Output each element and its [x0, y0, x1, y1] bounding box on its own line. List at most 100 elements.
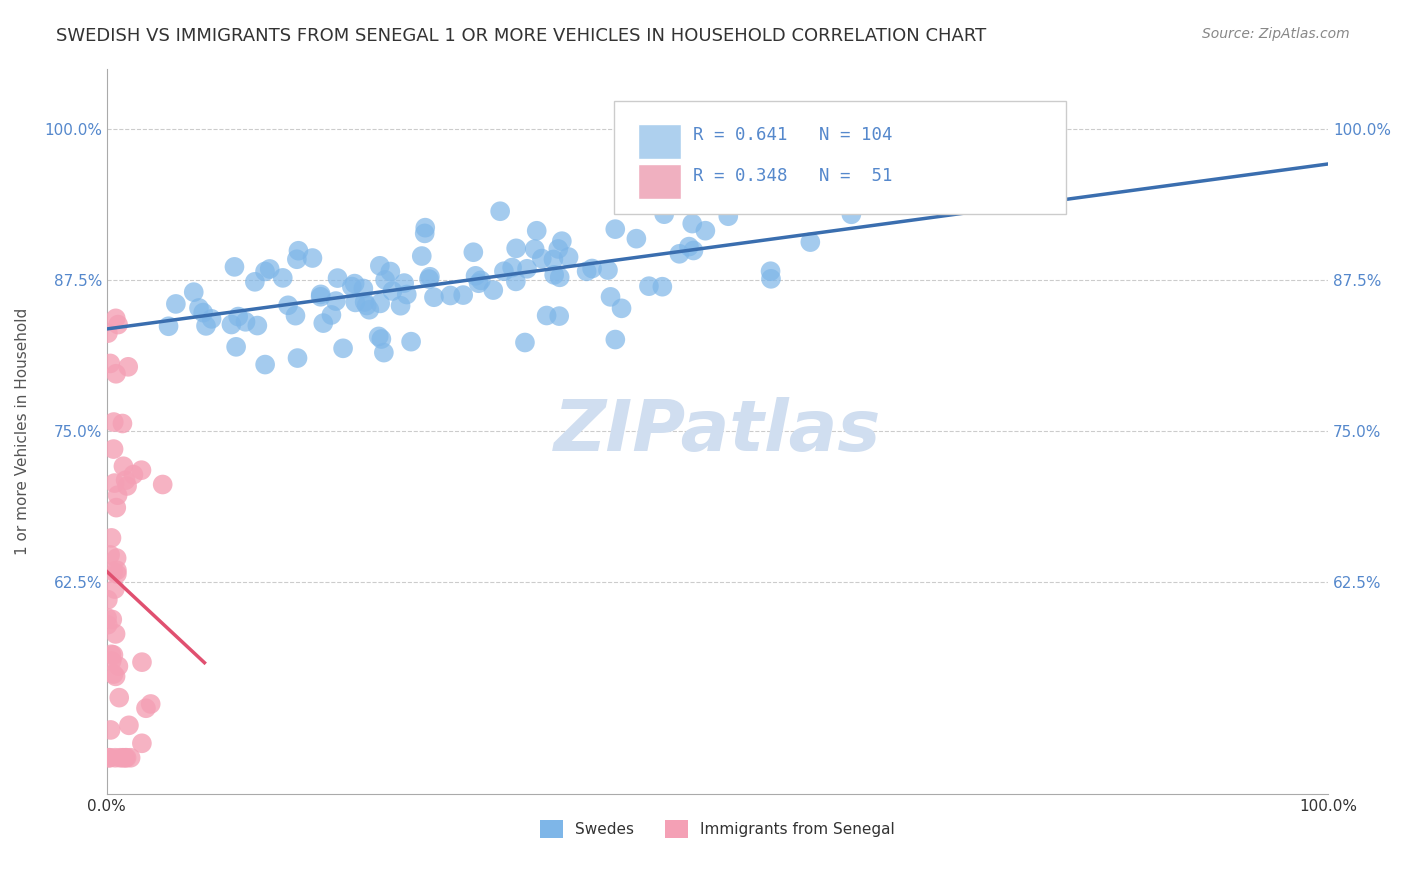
Point	[115, 479, 138, 493]
Point	[467, 277, 489, 291]
Point	[100, 531, 122, 545]
Point	[610, 301, 633, 316]
Point	[277, 298, 299, 312]
Point	[131, 655, 153, 669]
Point	[183, 285, 205, 300]
Point	[115, 750, 138, 764]
Point	[451, 288, 474, 302]
Point	[200, 311, 222, 326]
Point	[381, 284, 404, 298]
Point	[284, 309, 307, 323]
Point	[548, 270, 571, 285]
Point	[100, 723, 122, 737]
Point	[271, 271, 294, 285]
Point	[139, 697, 162, 711]
Point	[97, 592, 120, 607]
Point	[581, 261, 603, 276]
Point	[104, 669, 127, 683]
Point	[103, 648, 125, 662]
Point	[373, 345, 395, 359]
Point	[551, 234, 574, 248]
Point	[799, 235, 821, 249]
Point	[526, 224, 548, 238]
Point	[191, 305, 214, 319]
Point	[104, 750, 127, 764]
Point	[100, 647, 122, 661]
Point	[105, 563, 128, 577]
Point	[195, 318, 218, 333]
Point	[530, 252, 553, 266]
Point	[682, 244, 704, 258]
Point	[112, 459, 135, 474]
Point	[370, 332, 392, 346]
Point	[107, 318, 129, 332]
Point	[605, 333, 627, 347]
Point	[411, 249, 433, 263]
Point	[226, 310, 249, 324]
Point	[353, 295, 375, 310]
Point	[111, 750, 134, 764]
Point	[536, 309, 558, 323]
Point	[165, 297, 187, 311]
Point	[105, 500, 128, 515]
Point	[301, 251, 323, 265]
Point	[681, 217, 703, 231]
Point	[668, 247, 690, 261]
Point	[104, 582, 127, 596]
Text: ZIPatlas: ZIPatlas	[554, 397, 882, 466]
Point	[97, 326, 120, 340]
Point	[359, 302, 381, 317]
Point	[470, 273, 492, 287]
Point	[309, 287, 332, 301]
Point	[380, 264, 402, 278]
Point	[395, 287, 418, 301]
Point	[575, 264, 598, 278]
Point	[413, 220, 436, 235]
Point	[596, 263, 619, 277]
Point	[399, 334, 422, 349]
Point	[423, 290, 446, 304]
Point	[343, 277, 366, 291]
Point	[101, 613, 124, 627]
Point	[254, 358, 277, 372]
Point	[374, 273, 396, 287]
Point	[759, 272, 782, 286]
Point	[980, 167, 1002, 181]
Y-axis label: 1 or more Vehicles in Household: 1 or more Vehicles in Household	[15, 308, 30, 555]
Point	[104, 627, 127, 641]
Point	[523, 242, 546, 256]
Point	[131, 736, 153, 750]
Point	[98, 548, 121, 562]
Point	[285, 252, 308, 267]
Point	[717, 209, 740, 223]
Point	[96, 611, 118, 625]
Point	[309, 290, 332, 304]
Point	[325, 294, 347, 309]
Point	[108, 690, 131, 705]
Point	[131, 463, 153, 477]
Point	[103, 667, 125, 681]
Point	[122, 467, 145, 482]
Point	[759, 264, 782, 278]
Point	[97, 617, 120, 632]
Text: R = 0.348   N =  51: R = 0.348 N = 51	[693, 167, 893, 185]
Text: Source: ZipAtlas.com: Source: ZipAtlas.com	[1202, 27, 1350, 41]
Point	[117, 359, 139, 374]
Point	[105, 566, 128, 581]
Point	[352, 281, 374, 295]
Point	[111, 417, 134, 431]
Point	[246, 318, 269, 333]
Point	[389, 299, 412, 313]
Point	[107, 659, 129, 673]
Point	[135, 701, 157, 715]
FancyBboxPatch shape	[638, 124, 681, 159]
Point	[367, 329, 389, 343]
Point	[718, 182, 741, 196]
Point	[340, 279, 363, 293]
Point	[225, 340, 247, 354]
Point	[652, 207, 675, 221]
Point	[547, 242, 569, 256]
Point	[243, 275, 266, 289]
Point	[516, 261, 538, 276]
Point	[543, 268, 565, 282]
